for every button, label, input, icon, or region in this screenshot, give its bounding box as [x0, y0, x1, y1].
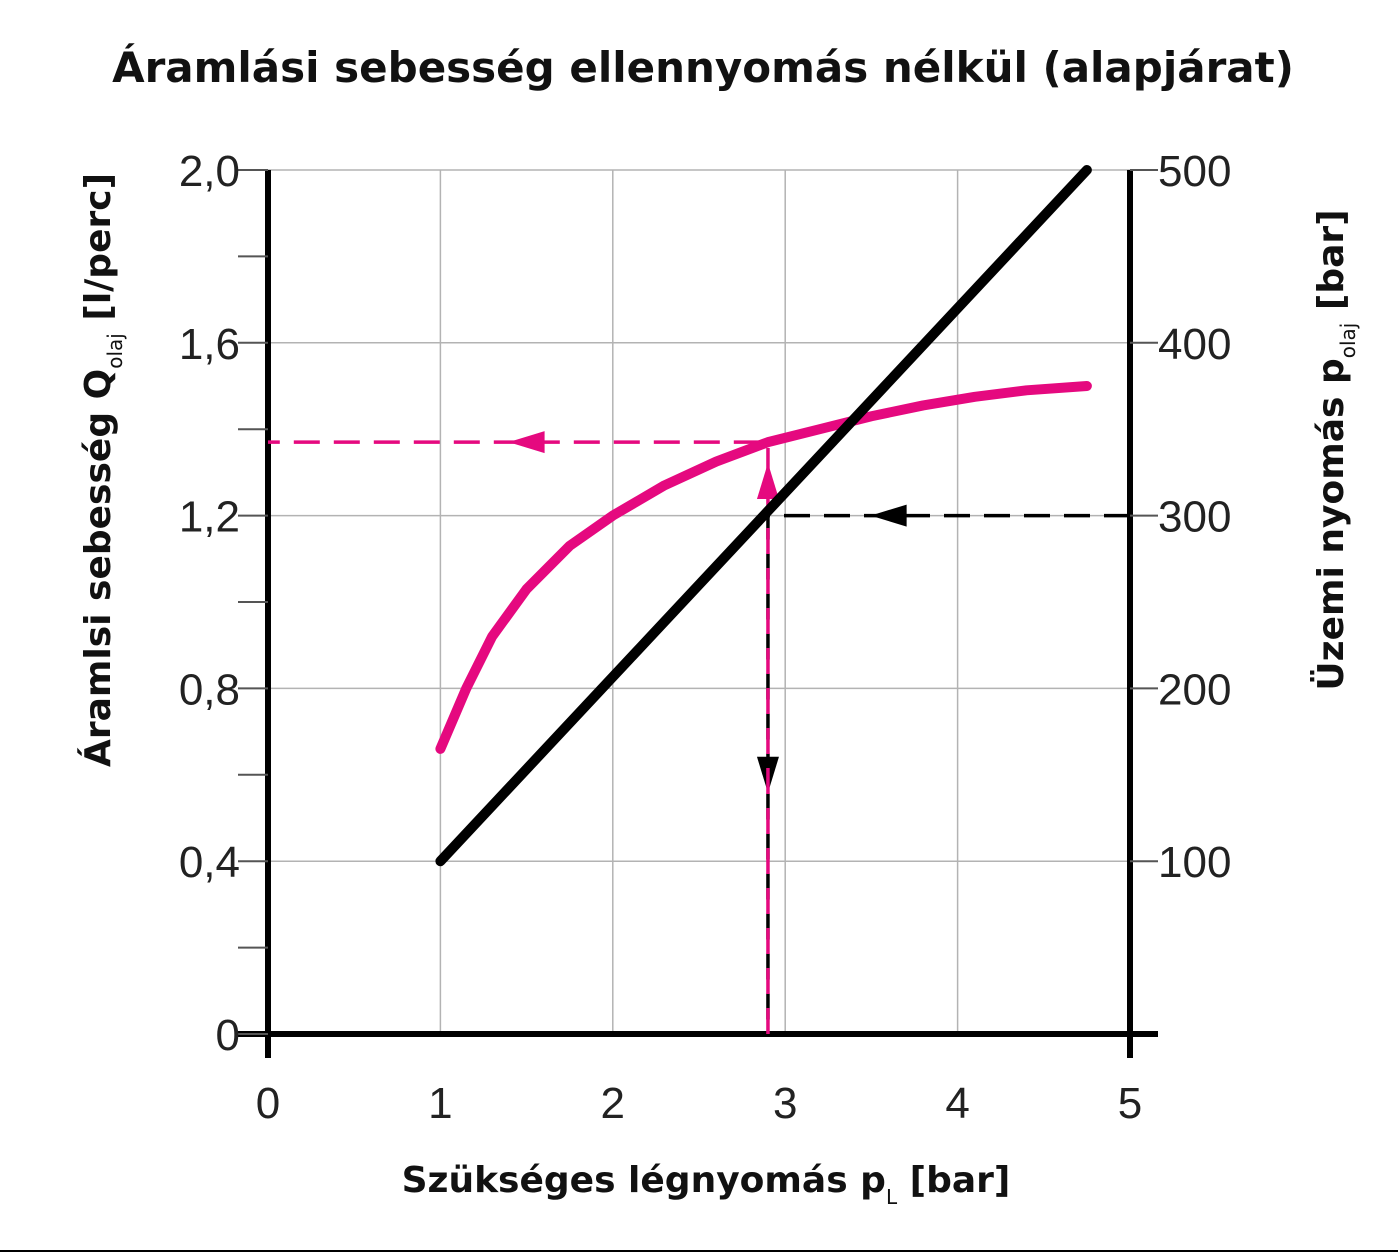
- y2-axis-title: Üzemi nyomás polaj [bar]: [1310, 209, 1360, 690]
- guide-arrowhead: [756, 463, 779, 500]
- y2-tick-label: 300: [1158, 493, 1231, 542]
- y-tick-label: 1,6: [179, 320, 240, 369]
- y-tick-label: 0,8: [179, 665, 240, 714]
- guide-arrowhead: [870, 504, 907, 527]
- x-tick-label: 4: [945, 1079, 969, 1128]
- chart-title: Áramlási sebesség ellennyomás nélkül (al…: [112, 42, 1294, 92]
- data-series: [435, 165, 1092, 867]
- y-tick-label: 2,0: [179, 147, 240, 196]
- x-tick-label: 0: [256, 1079, 280, 1128]
- y2-tick-label: 200: [1158, 665, 1231, 714]
- tick-labels: 0 0,4 0,8 1,2 1,6 2,0 100 200 300 400 500 0 1 2 3 4 5: [179, 147, 1232, 1128]
- x-axis-title: Szükséges légnyomás pL [bar]: [402, 1160, 1011, 1209]
- guide-arrowhead: [508, 431, 545, 454]
- y-tick-label: 0: [216, 1011, 240, 1060]
- y-axis-title: Áramlsi sebesség Qolaj [l/perc]: [77, 173, 127, 767]
- series-line-1: [435, 165, 1092, 867]
- y2-tick-label: 100: [1158, 838, 1231, 887]
- axes: [238, 169, 1158, 1058]
- guide-line-0: [766, 513, 1130, 1034]
- x-tick-label: 3: [773, 1079, 797, 1128]
- x-tick-label: 2: [601, 1079, 625, 1128]
- y2-tick-label: 500: [1158, 147, 1231, 196]
- guide-line-1: [268, 440, 770, 1034]
- x-tick-label: 1: [428, 1079, 452, 1128]
- y-tick-label: 0,4: [179, 838, 240, 887]
- guide-lines: [268, 431, 1130, 1034]
- x-tick-label: 5: [1118, 1079, 1142, 1128]
- series-line-0: [435, 381, 1092, 754]
- grid: [268, 169, 1130, 1034]
- y2-tick-label: 400: [1158, 320, 1231, 369]
- y-tick-label: 1,2: [179, 493, 240, 542]
